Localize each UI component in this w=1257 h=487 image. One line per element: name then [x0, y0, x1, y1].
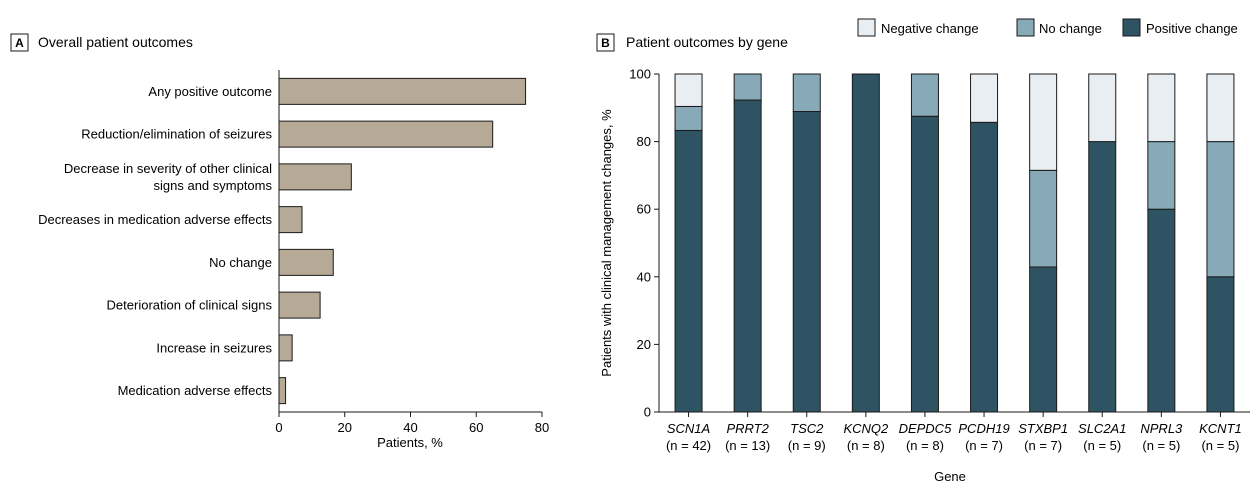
panel-a-badge-box — [10, 33, 29, 52]
legend-swatch-negative — [857, 18, 876, 37]
y-tick-label-4: 80 — [637, 134, 651, 149]
bar-3 — [278, 206, 303, 234]
gene-count-8: (n = 5) — [1142, 438, 1180, 453]
bar-slc2a1-positive-change — [1088, 141, 1117, 413]
bar-depdc5-no-change — [910, 73, 939, 117]
bar-prrt2-no-change — [733, 73, 762, 101]
gene-count-3: (n = 8) — [847, 438, 885, 453]
legend-label-negative: Negative change — [881, 21, 979, 36]
panel-b-badge-box — [596, 33, 615, 52]
bar-pcdh19-positive-change — [970, 121, 999, 413]
x-tick-label-4: 80 — [535, 420, 549, 435]
bar-nprl3-no-change — [1147, 141, 1176, 210]
bar-tsc2-positive-change — [792, 111, 821, 413]
bar-depdc5-positive-change — [910, 115, 939, 413]
bar-nprl3-negative-change — [1147, 73, 1176, 143]
gene-label-9: KCNT1 — [1199, 421, 1242, 436]
x-tick-label-3: 60 — [469, 420, 483, 435]
bar-stxbp1-negative-change — [1029, 73, 1058, 171]
gene-label-2: TSC2 — [790, 421, 824, 436]
gene-count-5: (n = 7) — [965, 438, 1003, 453]
bar-5 — [278, 291, 321, 319]
gene-label-6: STXBP1 — [1018, 421, 1068, 436]
category-label-1: Reduction/elimination of seizures — [81, 127, 272, 142]
panel-b-xlabel: Gene — [934, 469, 966, 484]
category-label-4: No change — [209, 255, 272, 270]
gene-count-0: (n = 42) — [666, 438, 711, 453]
bar-stxbp1-positive-change — [1029, 266, 1058, 413]
y-tick-label-0: 0 — [644, 405, 651, 420]
gene-count-6: (n = 7) — [1024, 438, 1062, 453]
bar-kcnt1-negative-change — [1206, 73, 1235, 143]
bar-scn1a-negative-change — [674, 73, 703, 107]
gene-label-3: KCNQ2 — [843, 421, 889, 436]
y-tick-label-1: 20 — [637, 337, 651, 352]
bar-0 — [278, 77, 527, 105]
bar-4 — [278, 248, 334, 276]
gene-count-1: (n = 13) — [725, 438, 770, 453]
gene-label-0: SCN1A — [667, 421, 710, 436]
panel-b-legend: Negative change No change Positive chang… — [857, 18, 1238, 37]
y-tick-label-5: 100 — [629, 67, 651, 82]
gene-label-8: NPRL3 — [1140, 421, 1183, 436]
bar-prrt2-positive-change — [733, 99, 762, 413]
x-tick-label-1: 20 — [338, 420, 352, 435]
gene-count-4: (n = 8) — [906, 438, 944, 453]
panel-b-chart: 0 20 40 60 80 100 SCN1A (n = 42) PRRT2 (n = 13) TS… — [629, 67, 1250, 453]
panel-a-xlabel: Patients, % — [377, 435, 443, 450]
gene-count-2: (n = 9) — [788, 438, 826, 453]
gene-label-1: PRRT2 — [726, 421, 769, 436]
category-label-5: Deterioration of clinical signs — [107, 298, 273, 313]
gene-label-4: DEPDC5 — [899, 421, 953, 436]
gene-count-7: (n = 5) — [1083, 438, 1121, 453]
panel-b-header: B Patient outcomes by gene — [596, 33, 788, 52]
gene-count-9: (n = 5) — [1201, 438, 1239, 453]
category-label-2: Decrease in severity of other clinical si… — [64, 161, 273, 193]
x-tick-label-0: 0 — [275, 420, 282, 435]
panel-a-header: A Overall patient outcomes — [10, 33, 193, 52]
bar-scn1a-no-change — [674, 105, 703, 131]
legend-label-no-change: No change — [1039, 21, 1102, 36]
y-tick-label-2: 40 — [637, 269, 651, 284]
legend-swatch-no-change — [1016, 18, 1035, 37]
panel-b-title: Patient outcomes by gene — [626, 34, 788, 50]
category-label-3: Decreases in medication adverse effects — [38, 212, 272, 227]
legend-label-positive: Positive change — [1146, 21, 1238, 36]
legend-swatch-positive — [1122, 18, 1141, 37]
panel-a-badge: A — [15, 36, 24, 50]
bar-scn1a-positive-change — [674, 129, 703, 413]
bar-1 — [278, 120, 494, 148]
bar-2 — [278, 163, 352, 191]
bar-nprl3-positive-change — [1147, 208, 1176, 413]
panel-a-title: Overall patient outcomes — [38, 34, 193, 50]
bar-kcnt1-positive-change — [1206, 276, 1235, 413]
bar-7 — [278, 377, 287, 405]
bar-pcdh19-negative-change — [970, 73, 999, 123]
panel-b-badge: B — [601, 36, 610, 50]
category-label-6: Increase in seizures — [156, 340, 272, 355]
bar-6 — [278, 334, 293, 362]
panel-b-ylabel: Patients with clinical management change… — [599, 109, 614, 377]
category-label-0: Any positive outcome — [148, 84, 272, 99]
x-tick-label-2: 40 — [403, 420, 417, 435]
bar-slc2a1-negative-change — [1088, 73, 1117, 143]
y-tick-label-3: 60 — [637, 202, 651, 217]
bar-stxbp1-no-change — [1029, 169, 1058, 268]
gene-label-7: SLC2A1 — [1078, 421, 1126, 436]
bar-tsc2-no-change — [792, 73, 821, 113]
bar-kcnt1-no-change — [1206, 141, 1235, 278]
panel-a-chart: Any positive outcome Reduction/eliminatio… — [38, 70, 549, 435]
gene-label-5: PCDH19 — [958, 421, 1009, 436]
category-label-7: Medication adverse effects — [118, 383, 273, 398]
bar-kcnq2-positive-change — [851, 73, 880, 413]
